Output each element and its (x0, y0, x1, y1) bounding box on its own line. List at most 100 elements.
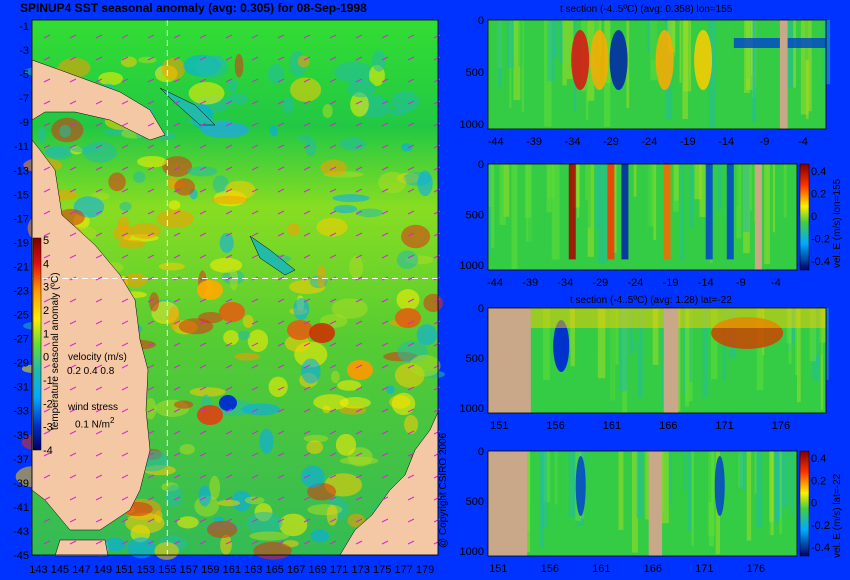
wind-stress-arrow (277, 364, 285, 369)
wind-stress-arrow (95, 540, 103, 545)
wind-stress-arrow (69, 254, 77, 259)
wind-stress-arrow (95, 232, 103, 237)
wind-stress-arrow (381, 34, 389, 39)
section-x-tick: -29 (603, 136, 619, 148)
anomaly-blob (52, 66, 62, 85)
wind-stress-arrow (173, 386, 181, 391)
wind-stress-arrow (225, 166, 233, 171)
section-streak (575, 164, 583, 248)
anomaly-blob (200, 394, 212, 420)
anomaly-blob (44, 147, 69, 158)
wind-stress-arrow (407, 276, 415, 281)
anomaly-blob (118, 239, 146, 249)
section-anomaly (568, 164, 576, 260)
anomaly-blob (247, 329, 269, 352)
anomaly-blob (168, 200, 181, 210)
section-streak (650, 451, 659, 555)
anomaly-blob (52, 224, 82, 238)
section-x-tick: -9 (736, 277, 746, 289)
anomaly-blob (339, 137, 367, 151)
colorbar-tick: 3 (43, 282, 49, 294)
wind-stress-arrow (147, 254, 155, 259)
section-streak (702, 308, 708, 398)
section-x-tick: 151 (490, 420, 508, 432)
wind-stress-arrow (69, 474, 77, 479)
wind-stress-arrow (199, 408, 207, 413)
anomaly-blob (409, 354, 441, 377)
section-streak (749, 164, 753, 211)
anomaly-blob (396, 172, 420, 184)
anomaly-blob (417, 170, 433, 197)
section-anomaly (733, 38, 826, 48)
wind-stress-arrow (69, 320, 77, 325)
section-streak (716, 164, 722, 230)
section-streak (679, 20, 682, 83)
anomaly-blob (320, 159, 347, 177)
map-lon-tick: 157 (180, 564, 198, 576)
wind-stress-arrow (199, 496, 207, 501)
wind-stress-arrow (173, 298, 181, 303)
wind-stress-arrow (147, 342, 155, 347)
anomaly-blob (394, 363, 425, 388)
wind-stress-arrow (277, 342, 285, 347)
wind-stress-arrow (251, 496, 259, 501)
wind-stress-arrow (43, 122, 51, 127)
section-x-tick: 161 (592, 563, 610, 575)
anomaly-blob (290, 77, 322, 102)
wind-stress-arrow (329, 474, 337, 479)
anomaly-blob (161, 482, 179, 492)
section-streak (755, 20, 763, 64)
section-streak (774, 451, 780, 523)
section-streak (766, 451, 771, 542)
anomaly-blob (324, 473, 363, 497)
wind-stress-arrow (121, 276, 129, 281)
wind-stress-arrow (225, 386, 233, 391)
wind-stress-arrow (381, 56, 389, 61)
anomaly-blob (289, 279, 326, 295)
section-streak (568, 451, 576, 518)
wind-stress-arrow (173, 452, 181, 457)
wind-stress-arrow (199, 144, 207, 149)
section1-title: t section (-4..5ºC) (avg: 0.358) lon=155 (560, 4, 733, 15)
wind-stress-arrow (69, 78, 77, 83)
wind-stress-arrow (147, 210, 155, 215)
anomaly-blob (118, 339, 156, 350)
section-streak (541, 451, 547, 528)
wind-stress-arrow (121, 166, 129, 171)
section-streak (684, 308, 690, 407)
wind-stress-arrow (355, 188, 363, 193)
wind-stress-arrow (433, 320, 441, 325)
wind-stress-arrow (329, 78, 337, 83)
velocity-colorbar-tick: -0.4 (811, 542, 830, 554)
wind-stress-arrow (69, 188, 77, 193)
wind-stress-arrow (147, 34, 155, 39)
section-streak (497, 20, 502, 69)
wind-stress-arrow (43, 56, 51, 61)
section-streak (597, 308, 606, 379)
section-depth-tick: 1000 (460, 403, 484, 415)
section3-title: t section (-4..5ºC) (avg: 1.28) lat=-22 (570, 295, 732, 306)
section-streak (622, 164, 628, 231)
section-streak (502, 451, 508, 524)
anomaly-blob (309, 275, 328, 289)
section-streak (542, 308, 550, 381)
velocity-legend-values: 0.2 0.4 0.8 (67, 366, 115, 377)
anomaly-blob (74, 499, 99, 506)
anomaly-blob (46, 144, 74, 160)
anomaly-blob (383, 351, 418, 362)
section-x-tick: -14 (698, 277, 714, 289)
section-streak (505, 451, 514, 500)
section-streak (527, 451, 531, 536)
anomaly-blob (339, 456, 379, 465)
anomaly-blob (168, 306, 180, 330)
anomaly-blob (212, 55, 224, 68)
wind-stress-arrow (199, 474, 207, 479)
section4-side-label: vel. E (m/s) lat=-22 (832, 473, 843, 558)
anomaly-blob (150, 299, 178, 321)
wind-stress-arrow (95, 166, 103, 171)
velocity-colorbar-tick: -0.2 (811, 234, 830, 246)
section-streak (547, 164, 555, 199)
map-lat-tick: -19 (13, 237, 29, 249)
wind-legend-unit: 0.1 N/m (75, 419, 111, 431)
section-x-tick: 171 (715, 420, 733, 432)
